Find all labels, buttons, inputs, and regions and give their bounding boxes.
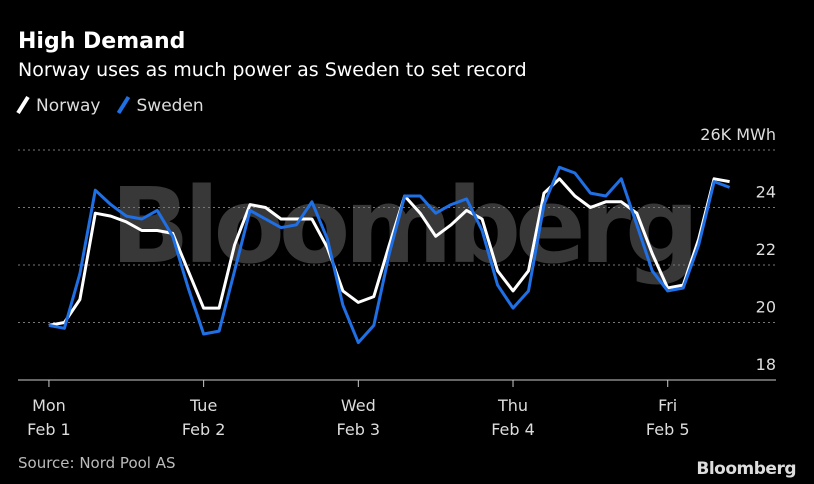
y-tick-label: 18 <box>756 355 776 374</box>
y-tick-label: 22 <box>756 240 776 259</box>
x-tick-label: Feb 5 <box>646 420 690 439</box>
x-tick-label: Thu <box>497 396 528 415</box>
chart-subtitle: Norway uses as much power as Sweden to s… <box>18 59 527 81</box>
y-tick-label: 24 <box>756 183 776 202</box>
legend-swatch <box>116 95 131 115</box>
x-tick-label: Fri <box>658 396 677 415</box>
watermark: Bloomberg <box>111 165 694 287</box>
y-tick-label: 26K MWh <box>700 125 776 144</box>
x-tick-label: Feb 1 <box>27 420 71 439</box>
x-tick-label: Feb 3 <box>337 420 381 439</box>
legend-swatch <box>16 95 30 115</box>
chart-title: High Demand <box>18 29 185 54</box>
legend-label: Norway <box>36 96 101 116</box>
x-tick-label: Feb 2 <box>182 420 226 439</box>
x-tick-label: Feb 4 <box>491 420 535 439</box>
logo: Bloomberg <box>696 459 796 479</box>
legend-label: Sweden <box>137 96 204 116</box>
x-tick-label: Mon <box>32 396 66 415</box>
x-tick-label: Wed <box>341 396 376 415</box>
source: Source: Nord Pool AS <box>18 454 176 472</box>
line-series <box>48 165 731 345</box>
line-series <box>48 177 730 327</box>
x-tick-label: Tue <box>189 396 217 415</box>
y-tick-label: 20 <box>756 298 776 317</box>
